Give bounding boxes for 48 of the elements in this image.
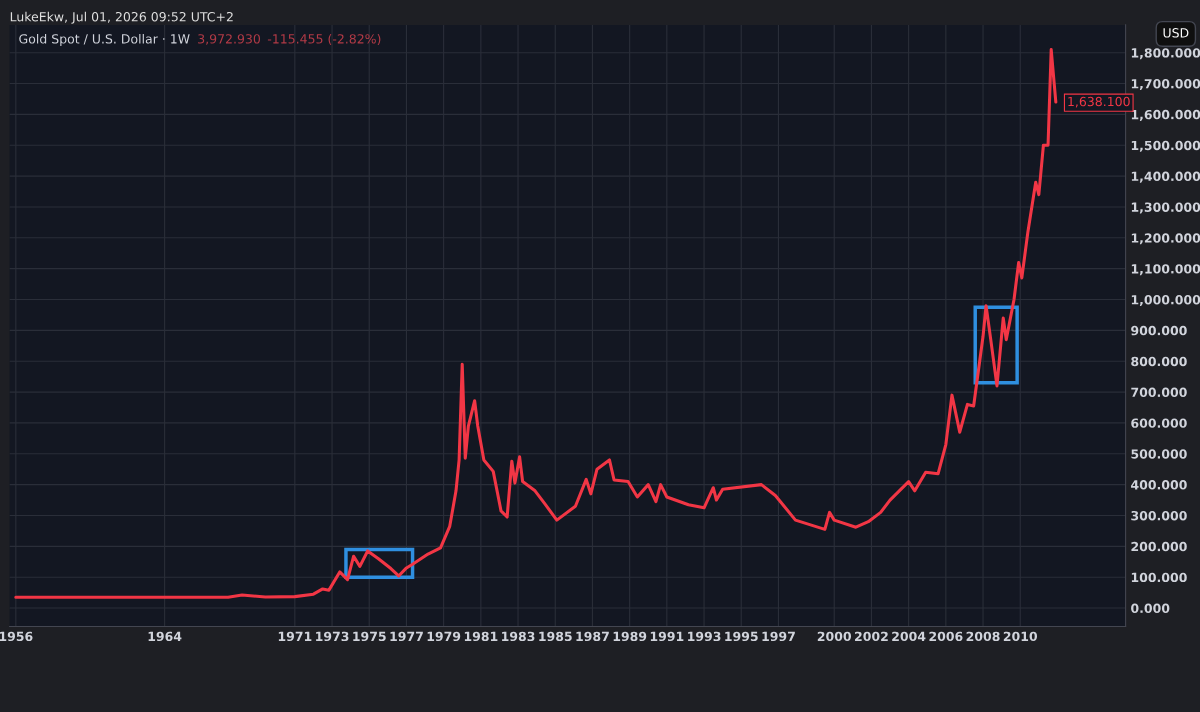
line-series <box>14 48 1058 599</box>
x-tick-label: 2002 <box>855 631 888 642</box>
x-tick-label: 2006 <box>929 631 963 642</box>
x-tick-label: 2000 <box>817 631 852 642</box>
y-tick-label: 400.000 <box>1131 480 1187 490</box>
y-tick-label: 1,700.000 <box>1131 79 1200 91</box>
x-tick-label: 1956 <box>0 631 33 642</box>
y-tick-label: 1,500.000 <box>1131 140 1200 152</box>
x-tick-label: 2004 <box>892 631 926 642</box>
text: USD <box>1163 28 1189 38</box>
y-tick-label: 700.000 <box>1131 387 1187 397</box>
x-tick-label: 1975 <box>353 631 386 642</box>
chart-subtitle: LukeEkw, Jul 01, 2026 09:52 UTC+2 <box>10 11 233 24</box>
y-tick-label: 1,600.000 <box>1131 109 1200 121</box>
text: Gold Spot / U.S. Dollar · 1W <box>19 33 190 47</box>
x-tick-label: 2008 <box>966 631 1000 642</box>
y-tick-label: 600.000 <box>1131 418 1187 428</box>
y-tick-label: 800.000 <box>1131 356 1187 367</box>
annotation: 3,972.930 <box>198 34 261 45</box>
x-tick-label: 1993 <box>688 631 721 642</box>
x-tick-label: 1971 <box>278 631 312 642</box>
x-tick-label: 1979 <box>427 631 461 642</box>
y-tick-label: 500.000 <box>1131 449 1187 459</box>
x-tick-label: 1983 <box>502 631 535 642</box>
y-tick-label: 300.000 <box>1131 510 1187 521</box>
x-tick-label: 1981 <box>464 631 498 642</box>
y-tick-label: 900.000 <box>1131 325 1187 336</box>
x-tick-label: 1991 <box>650 631 684 642</box>
x-tick-label: 1989 <box>613 631 647 642</box>
x-tick-label: 1997 <box>762 631 795 642</box>
y-tick-label: 1,000.000 <box>1131 294 1200 307</box>
x-tick-label: 1995 <box>725 631 758 642</box>
x-tick-label: 1987 <box>576 631 609 642</box>
x-tick-label: 1973 <box>316 631 349 642</box>
y-tick-label: 1,800.000 <box>1131 48 1200 60</box>
x-tick-label: 1977 <box>390 631 423 642</box>
x-tick-label: 1985 <box>539 631 572 642</box>
y-tick-label: 1,200.000 <box>1131 233 1200 245</box>
y-tick-label: 1,100.000 <box>1131 264 1200 276</box>
y-tick-label: 0.000 <box>1131 603 1170 613</box>
y-tick-label: 1,400.000 <box>1131 171 1200 183</box>
y-tick-label: 100.000 <box>1131 572 1187 583</box>
y-tick-label: 1,300.000 <box>1131 202 1200 214</box>
annotation: -115.455 (-2.82%) <box>267 33 381 46</box>
annotation: 1,638.100 <box>1068 96 1130 108</box>
x-tick-label: 1964 <box>148 631 182 642</box>
x-tick-label: 2010 <box>1003 631 1038 642</box>
y-tick-label: 200.000 <box>1131 541 1187 552</box>
